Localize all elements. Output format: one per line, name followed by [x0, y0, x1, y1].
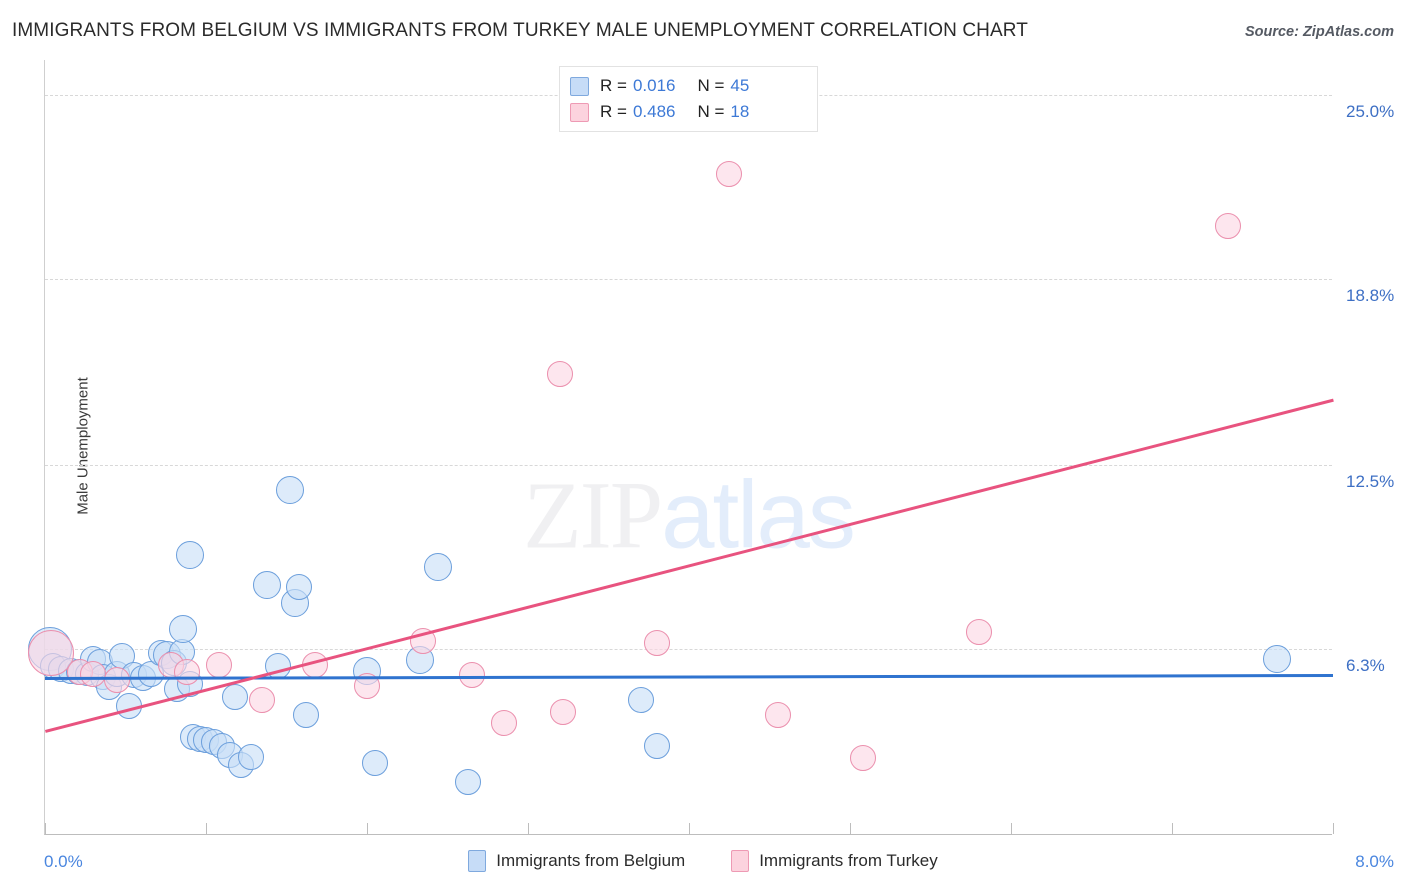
x-axis-tick [206, 823, 207, 834]
stats-row-belgium: R = 0.016 N = 45 [570, 73, 807, 99]
scatter-point-belgium [362, 749, 389, 776]
scatter-point-turkey [205, 651, 232, 678]
y-axis-tick-label: 6.3% [1346, 655, 1385, 675]
scatter-point-turkey [849, 745, 876, 772]
x-axis-tick [367, 823, 368, 834]
x-axis-min-label: 0.0% [44, 852, 83, 871]
scatter-point-turkey [490, 709, 517, 736]
zipatlas-watermark: ZIPatlas [523, 460, 856, 571]
scatter-point-belgium [169, 615, 198, 644]
watermark-atlas: atlas [661, 461, 856, 569]
scatter-point-turkey [716, 160, 743, 187]
scatter-point-turkey [80, 660, 107, 687]
scatter-point-belgium [175, 541, 204, 570]
trend-line-belgium [45, 673, 1334, 680]
scatter-point-belgium [292, 702, 319, 729]
scatter-point-belgium [1262, 644, 1291, 673]
legend-label-turkey: Immigrants from Turkey [759, 851, 938, 870]
n-value-belgium: 45 [730, 76, 750, 95]
trend-line-turkey [45, 398, 1334, 733]
legend-swatch-turkey-icon [731, 850, 750, 872]
correlation-stats-legend: R = 0.016 N = 45 R = 0.486 N = 18 [559, 66, 818, 132]
r-label-turkey: R = [600, 102, 627, 121]
legend-label-belgium: Immigrants from Belgium [496, 851, 686, 870]
y-axis-tick-label: 12.5% [1346, 472, 1395, 492]
scatter-point-belgium [455, 768, 482, 795]
scatter-point-belgium [115, 693, 142, 720]
scatter-point-turkey [458, 662, 485, 689]
scatter-point-belgium [265, 653, 292, 680]
scatter-point-turkey [1215, 212, 1242, 239]
source-attribution: Source: ZipAtlas.com [1244, 24, 1394, 40]
scatter-point-belgium [253, 571, 282, 600]
x-axis-tick [689, 823, 690, 834]
scatter-point-turkey [410, 628, 437, 655]
scatter-point-turkey [547, 360, 574, 387]
stats-row-turkey: R = 0.486 N = 18 [570, 99, 807, 125]
series-swatch-turkey-icon [570, 102, 589, 122]
scatter-point-turkey [302, 651, 329, 678]
x-axis-tick [45, 823, 46, 834]
watermark-zip: ZIP [523, 461, 663, 569]
r-value-belgium: 0.016 [632, 76, 676, 95]
x-axis-tick [528, 823, 529, 834]
legend-item-turkey[interactable]: Immigrants from Turkey [731, 850, 938, 872]
gridline [45, 465, 1332, 467]
series-legend: Immigrants from Belgium Immigrants from … [0, 850, 1406, 872]
scatter-point-turkey [354, 672, 380, 699]
page-title: IMMIGRANTS FROM BELGIUM VS IMMIGRANTS FR… [12, 20, 1028, 41]
scatter-point-belgium [423, 553, 452, 582]
x-axis-max-label: 8.0% [1355, 852, 1394, 871]
r-value-turkey: 0.486 [632, 102, 676, 121]
scatter-point-turkey [550, 699, 577, 726]
scatter-point-turkey [173, 659, 200, 686]
y-axis-tick-label: 18.8% [1346, 285, 1395, 305]
scatter-point-belgium [275, 476, 304, 505]
n-value-turkey: 18 [730, 102, 750, 121]
r-label-belgium: R = [600, 76, 627, 95]
gridline [45, 278, 1332, 280]
plot-area: ZIPatlas [27, 60, 1334, 835]
n-label-turkey: N = [697, 102, 725, 121]
scatter-point-belgium [627, 687, 654, 714]
scatter-point-turkey [965, 619, 992, 646]
series-swatch-belgium-icon [570, 76, 589, 96]
x-axis-tick [850, 823, 851, 834]
x-axis-tick [1011, 823, 1012, 834]
gridline [45, 648, 1332, 650]
legend-swatch-belgium-icon [468, 850, 487, 872]
scatter-point-turkey [249, 687, 276, 714]
scatter-point-turkey [28, 630, 75, 677]
x-axis-tick [1172, 823, 1173, 834]
scatter-point-turkey [764, 702, 791, 729]
scatter-point-turkey [104, 666, 131, 693]
scatter-point-turkey [643, 629, 670, 656]
n-label-belgium: N = [697, 76, 725, 95]
scatter-point-belgium [286, 573, 313, 600]
scatter-point-belgium [221, 684, 248, 711]
x-axis-tick [1333, 823, 1334, 834]
y-axis-tick-label: 25.0% [1346, 102, 1395, 122]
scatter-point-belgium [643, 733, 670, 760]
scatter-point-belgium [238, 743, 265, 770]
legend-item-belgium[interactable]: Immigrants from Belgium [468, 850, 685, 872]
